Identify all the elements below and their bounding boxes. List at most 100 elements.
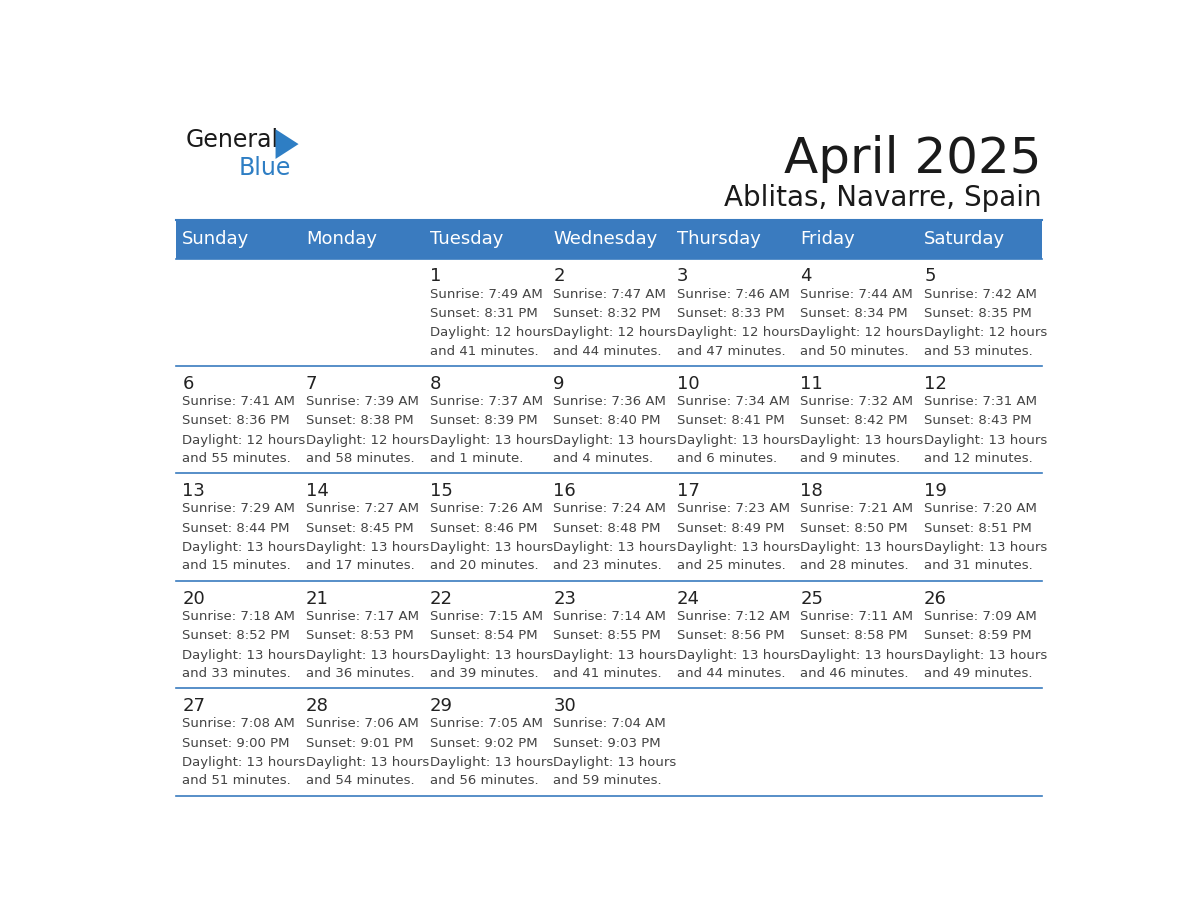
Bar	[299, 688, 423, 796]
Bar	[299, 366, 423, 474]
Text: Daylight: 13 hours: Daylight: 13 hours	[307, 756, 429, 769]
Text: and 28 minutes.: and 28 minutes.	[801, 559, 909, 573]
Bar	[671, 219, 795, 259]
Text: Sunrise: 7:49 AM: Sunrise: 7:49 AM	[430, 287, 543, 300]
Text: Blue: Blue	[239, 156, 291, 180]
Text: and 44 minutes.: and 44 minutes.	[677, 666, 785, 680]
Text: Sunset: 8:38 PM: Sunset: 8:38 PM	[307, 414, 413, 428]
Text: Sunrise: 7:17 AM: Sunrise: 7:17 AM	[307, 610, 419, 623]
Text: Sunset: 8:34 PM: Sunset: 8:34 PM	[801, 307, 908, 320]
Text: Daylight: 13 hours: Daylight: 13 hours	[801, 542, 924, 554]
Text: Sunset: 8:55 PM: Sunset: 8:55 PM	[554, 629, 661, 643]
Text: 21: 21	[307, 589, 329, 608]
Bar	[795, 581, 918, 688]
Text: Daylight: 13 hours: Daylight: 13 hours	[430, 756, 552, 769]
Text: Daylight: 12 hours: Daylight: 12 hours	[307, 433, 429, 447]
Bar	[299, 474, 423, 581]
Text: 30: 30	[554, 697, 576, 715]
Text: Daylight: 13 hours: Daylight: 13 hours	[182, 542, 305, 554]
Bar	[671, 688, 795, 796]
Text: Sunrise: 7:20 AM: Sunrise: 7:20 AM	[924, 502, 1037, 516]
Text: Daylight: 12 hours: Daylight: 12 hours	[801, 326, 924, 340]
Bar	[795, 219, 918, 259]
Text: Ablitas, Navarre, Spain: Ablitas, Navarre, Spain	[723, 185, 1042, 212]
Bar	[918, 581, 1042, 688]
Text: Daylight: 13 hours: Daylight: 13 hours	[554, 649, 676, 662]
Text: and 33 minutes.: and 33 minutes.	[182, 666, 291, 680]
Text: Daylight: 13 hours: Daylight: 13 hours	[924, 542, 1048, 554]
Text: Sunrise: 7:27 AM: Sunrise: 7:27 AM	[307, 502, 419, 516]
Text: and 20 minutes.: and 20 minutes.	[430, 559, 538, 573]
Text: Daylight: 12 hours: Daylight: 12 hours	[182, 433, 305, 447]
Text: Daylight: 13 hours: Daylight: 13 hours	[677, 649, 800, 662]
Bar	[795, 474, 918, 581]
Text: Monday: Monday	[307, 230, 377, 248]
Text: Sunrise: 7:42 AM: Sunrise: 7:42 AM	[924, 287, 1037, 300]
Bar	[918, 219, 1042, 259]
Bar	[546, 581, 671, 688]
Text: Sunrise: 7:18 AM: Sunrise: 7:18 AM	[182, 610, 295, 623]
Text: Sunrise: 7:31 AM: Sunrise: 7:31 AM	[924, 395, 1037, 409]
Bar	[423, 259, 546, 366]
Bar	[423, 219, 546, 259]
Text: 12: 12	[924, 375, 947, 393]
Text: and 39 minutes.: and 39 minutes.	[430, 666, 538, 680]
Text: and 51 minutes.: and 51 minutes.	[182, 774, 291, 788]
Bar	[546, 366, 671, 474]
Text: Sunset: 8:40 PM: Sunset: 8:40 PM	[554, 414, 661, 428]
Text: Daylight: 12 hours: Daylight: 12 hours	[677, 326, 800, 340]
Text: 28: 28	[307, 697, 329, 715]
Text: Daylight: 13 hours: Daylight: 13 hours	[430, 542, 552, 554]
Text: and 53 minutes.: and 53 minutes.	[924, 344, 1032, 357]
Text: 6: 6	[182, 375, 194, 393]
Text: Daylight: 13 hours: Daylight: 13 hours	[677, 542, 800, 554]
Bar	[299, 259, 423, 366]
Text: Sunset: 8:59 PM: Sunset: 8:59 PM	[924, 629, 1031, 643]
Bar	[546, 688, 671, 796]
Text: and 15 minutes.: and 15 minutes.	[182, 559, 291, 573]
Text: Daylight: 12 hours: Daylight: 12 hours	[430, 326, 552, 340]
Text: Daylight: 13 hours: Daylight: 13 hours	[801, 649, 924, 662]
Bar	[176, 581, 299, 688]
Text: Daylight: 13 hours: Daylight: 13 hours	[801, 433, 924, 447]
Bar	[671, 581, 795, 688]
Polygon shape	[276, 129, 298, 159]
Text: Sunrise: 7:37 AM: Sunrise: 7:37 AM	[430, 395, 543, 409]
Bar	[423, 474, 546, 581]
Text: Sunset: 8:44 PM: Sunset: 8:44 PM	[182, 521, 290, 535]
Text: Daylight: 13 hours: Daylight: 13 hours	[182, 756, 305, 769]
Bar	[176, 259, 299, 366]
Text: 16: 16	[554, 482, 576, 500]
Text: Daylight: 13 hours: Daylight: 13 hours	[554, 542, 676, 554]
Text: Sunset: 8:35 PM: Sunset: 8:35 PM	[924, 307, 1032, 320]
Text: Sunrise: 7:15 AM: Sunrise: 7:15 AM	[430, 610, 543, 623]
Text: and 1 minute.: and 1 minute.	[430, 452, 523, 465]
Bar	[299, 219, 423, 259]
Text: Daylight: 13 hours: Daylight: 13 hours	[307, 542, 429, 554]
Bar	[546, 474, 671, 581]
Text: Sunset: 9:00 PM: Sunset: 9:00 PM	[182, 737, 290, 750]
Bar	[176, 474, 299, 581]
Text: Sunrise: 7:12 AM: Sunrise: 7:12 AM	[677, 610, 790, 623]
Text: Sunset: 8:31 PM: Sunset: 8:31 PM	[430, 307, 537, 320]
Text: 11: 11	[801, 375, 823, 393]
Text: 8: 8	[430, 375, 441, 393]
Text: Sunrise: 7:34 AM: Sunrise: 7:34 AM	[677, 395, 790, 409]
Text: 20: 20	[182, 589, 206, 608]
Bar	[671, 259, 795, 366]
Bar	[795, 259, 918, 366]
Text: and 4 minutes.: and 4 minutes.	[554, 452, 653, 465]
Text: 22: 22	[430, 589, 453, 608]
Bar	[918, 259, 1042, 366]
Text: Sunset: 8:36 PM: Sunset: 8:36 PM	[182, 414, 290, 428]
Text: Daylight: 13 hours: Daylight: 13 hours	[307, 649, 429, 662]
Text: Sunset: 8:50 PM: Sunset: 8:50 PM	[801, 521, 908, 535]
Text: 7: 7	[307, 375, 317, 393]
Bar	[795, 366, 918, 474]
Text: Sunrise: 7:04 AM: Sunrise: 7:04 AM	[554, 717, 666, 731]
Text: Wednesday: Wednesday	[554, 230, 657, 248]
Text: 13: 13	[182, 482, 206, 500]
Text: Sunset: 8:32 PM: Sunset: 8:32 PM	[554, 307, 661, 320]
Text: Daylight: 13 hours: Daylight: 13 hours	[924, 649, 1048, 662]
Text: Sunrise: 7:06 AM: Sunrise: 7:06 AM	[307, 717, 418, 731]
